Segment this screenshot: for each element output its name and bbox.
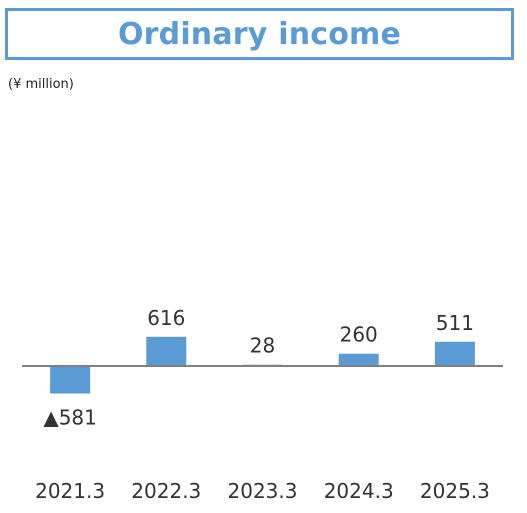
bar-2021.3	[50, 366, 91, 394]
data-label-2022.3: 616	[147, 306, 185, 330]
bar-2024.3	[338, 353, 379, 366]
category-label-2021.3: 2021.3	[35, 479, 105, 503]
chart-title: Ordinary income	[117, 16, 402, 52]
data-label-2021.3: ▲581	[43, 406, 97, 430]
data-label-2024.3: 260	[340, 323, 378, 347]
data-label-2025.3: 511	[436, 311, 474, 335]
bar-2025.3	[434, 341, 475, 366]
title-box: Ordinary income	[5, 8, 514, 60]
data-label-2023.3: 28	[250, 334, 275, 358]
category-label-2023.3: 2023.3	[228, 479, 298, 503]
unit-label: (¥ million)	[8, 77, 74, 92]
bar-2022.3	[146, 336, 187, 366]
category-label-2025.3: 2025.3	[420, 479, 490, 503]
category-label-2024.3: 2024.3	[324, 479, 394, 503]
category-label-2022.3: 2022.3	[131, 479, 201, 503]
